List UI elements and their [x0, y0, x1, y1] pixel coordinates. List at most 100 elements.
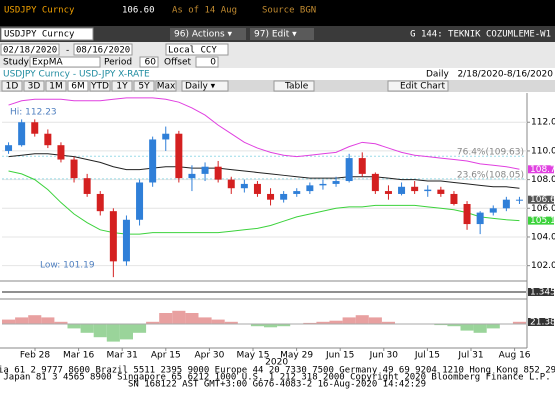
study-input[interactable]	[29, 56, 101, 68]
candle-body	[201, 166, 209, 174]
period-button[interactable]	[1, 80, 23, 92]
candle-body	[280, 193, 288, 200]
period-button[interactable]	[89, 80, 111, 92]
histogram-bar	[447, 324, 461, 327]
level-label: 23.6%(108.05)	[457, 170, 524, 180]
x-tick-label: Jul 31	[457, 351, 483, 361]
price-tag-label: 106.60	[530, 195, 555, 205]
histogram-bar	[185, 313, 199, 324]
x-tick-label: Mar 31	[107, 351, 138, 361]
candle-body	[175, 133, 183, 179]
low-label: Low: 101.19	[40, 261, 95, 271]
actions-button[interactable]	[170, 28, 246, 40]
table-button[interactable]	[273, 80, 315, 92]
candle-body	[384, 191, 392, 194]
price-tag	[528, 195, 554, 204]
actions: 96) Actions ▾	[174, 30, 233, 40]
footer-line: Japan 81 3 4565 8900 Singapore 65 6212 1…	[3, 373, 550, 383]
histogram-bar	[303, 322, 317, 324]
price-tag-label: 108.72	[530, 165, 555, 175]
period-button[interactable]	[45, 80, 67, 92]
study-label: Study	[3, 58, 30, 68]
panel-tag	[528, 318, 554, 326]
candle-body	[149, 139, 157, 183]
candle-body	[44, 133, 52, 146]
candle-body	[70, 159, 78, 179]
period-button[interactable]	[111, 80, 133, 92]
date-range: 2/18/2020-8/16/2020	[457, 70, 553, 80]
end-input[interactable]	[73, 43, 133, 56]
security-input[interactable]	[0, 27, 94, 41]
period-button[interactable]	[155, 80, 177, 92]
source: Source BGN	[262, 6, 316, 16]
panel2-label: 1.3454	[530, 288, 555, 298]
candle-body	[5, 145, 13, 151]
x-tick-label: May 29	[280, 351, 313, 361]
x-tick-label: Feb 28	[20, 351, 51, 361]
table: Table	[284, 82, 309, 92]
histogram-bar	[277, 324, 291, 327]
price-tag	[528, 216, 554, 225]
histogram-bar	[355, 315, 369, 324]
period-button[interactable]	[67, 80, 89, 92]
histogram-bar	[486, 324, 500, 329]
histogram-bar	[473, 324, 487, 333]
high-label: Hi: 112.23	[10, 108, 57, 118]
edit: 97) Edit ▾	[254, 30, 297, 40]
x-tick-label: Apr 15	[151, 351, 181, 361]
histogram-bar	[93, 324, 107, 338]
offset-input[interactable]	[195, 56, 219, 68]
candle-body	[306, 185, 314, 192]
price-tag-label: 105.14	[530, 216, 555, 226]
histogram-bar	[15, 317, 29, 324]
candle-body	[293, 191, 301, 194]
histogram-bar	[316, 321, 330, 324]
period-button-label: Max	[157, 82, 176, 92]
candle-body	[476, 212, 484, 225]
histogram-bar	[67, 324, 81, 329]
period-button-label: 1D	[6, 82, 19, 92]
ticker: USDJPY Curncy	[4, 6, 75, 16]
panel-tag	[528, 288, 554, 296]
frequency-select[interactable]	[181, 80, 229, 92]
histogram-bar	[146, 321, 160, 324]
start-date: 02/18/2020	[3, 46, 57, 56]
candle-body	[83, 178, 91, 194]
plot: 112.00 110.00 108.00 106.00 104.00 102.00 76.4…	[2, 97, 555, 368]
candle-body	[267, 193, 275, 200]
edit-chart-button[interactable]	[387, 80, 449, 92]
footer-line: Australia 61 2 9777 8600 Brazil 5511 239…	[0, 366, 555, 376]
currency: Local CCY	[168, 46, 217, 56]
candle-body	[109, 211, 117, 262]
start-input[interactable]	[0, 43, 60, 56]
period-button[interactable]	[133, 80, 155, 92]
candle-body	[18, 122, 26, 146]
histogram-bar	[2, 319, 16, 324]
panel3-label: 21.3886	[530, 318, 555, 328]
histogram-bar	[159, 313, 173, 324]
level-label: 76.4%(109.63)	[457, 148, 524, 158]
candle-body	[411, 186, 419, 192]
histogram-bar	[434, 324, 448, 326]
period-input[interactable]	[139, 56, 159, 68]
histogram-bar	[211, 319, 225, 324]
candle-body	[253, 183, 261, 194]
period-button[interactable]	[23, 80, 45, 92]
x-tick-label: Mar 16	[63, 351, 95, 361]
candle-body	[319, 183, 327, 186]
period-button-label: YTD	[90, 82, 109, 92]
candle-body	[96, 193, 104, 212]
candle-body	[31, 122, 39, 134]
security: USDJPY Curncy	[4, 30, 75, 40]
edit-button[interactable]	[250, 28, 314, 40]
price-tag	[528, 165, 554, 174]
study-name: ExpMA	[32, 58, 63, 68]
x-tick-label: Jul 15	[414, 351, 440, 361]
x-tick-label: May 15	[237, 351, 270, 361]
range-separator: -	[66, 46, 69, 56]
footer: Australia 61 2 9777 8600 Brazil 5511 239…	[0, 366, 555, 390]
header-bar	[0, 0, 555, 26]
currency-select[interactable]	[165, 43, 229, 56]
security-info: USDJPY Curncy - USD-JPY X-RATE	[3, 70, 150, 80]
